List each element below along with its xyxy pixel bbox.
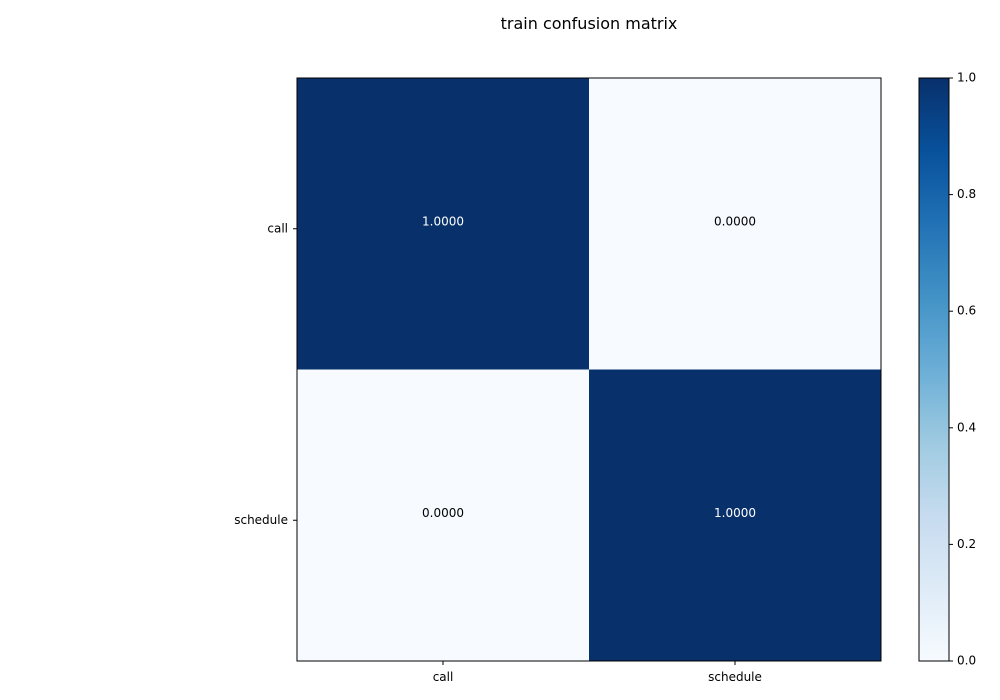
colorbar <box>918 77 950 662</box>
heatmap-cell-1-0 <box>297 369 589 661</box>
heatmap-cell-0-0 <box>297 78 589 370</box>
colorbar-tick-label-4: 0.8 <box>957 187 976 201</box>
cell-label-0-0: 1.0000 <box>422 214 464 228</box>
cell-label-1-1: 1.0000 <box>714 506 756 520</box>
chart-title: train confusion matrix <box>501 14 678 33</box>
x-tick-label-0: call <box>433 670 454 684</box>
y-tick-label-0: call <box>267 221 288 235</box>
cell-label-0-1: 0.0000 <box>714 214 756 228</box>
heatmap-cells <box>297 78 881 661</box>
plot-frame <box>296 77 882 662</box>
colorbar-tick-label-0: 0.0 <box>957 654 976 668</box>
colorbar-tick-label-3: 0.6 <box>957 304 976 318</box>
colorbar-tick-label-5: 1.0 <box>957 71 976 85</box>
x-tick-label-1: schedule <box>708 670 762 684</box>
y-axis: call schedule <box>234 221 297 527</box>
colorbar-axis: 0.0 0.2 0.4 0.6 0.8 1.0 <box>949 71 976 668</box>
cell-label-1-0: 0.0000 <box>422 506 464 520</box>
x-axis: call schedule <box>433 661 762 684</box>
heatmap-cell-0-1 <box>589 78 881 370</box>
y-tick-label-1: schedule <box>234 513 288 527</box>
heatmap-cell-1-1 <box>589 369 881 661</box>
colorbar-tick-label-2: 0.4 <box>957 420 976 434</box>
heatmap-cell-labels: 1.0000 0.0000 0.0000 1.0000 <box>422 214 756 520</box>
colorbar-tick-label-1: 0.2 <box>957 537 976 551</box>
